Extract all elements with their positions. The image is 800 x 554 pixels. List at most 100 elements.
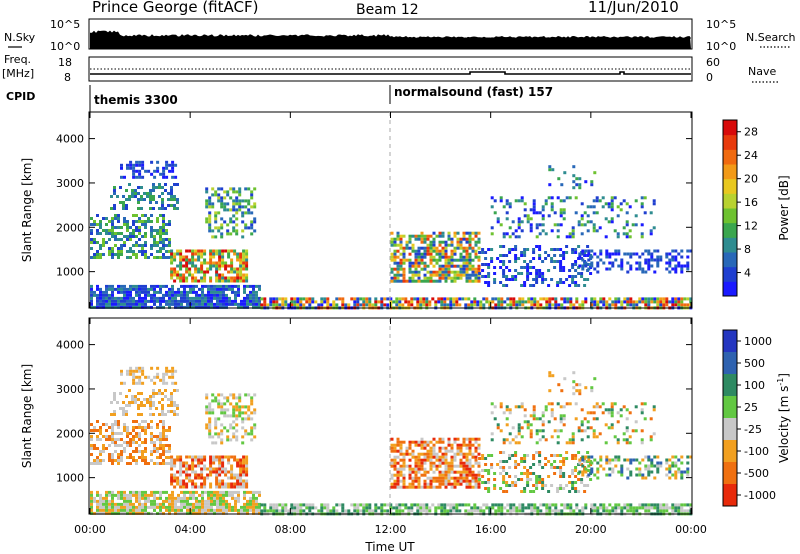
velocity-cell: [499, 472, 503, 475]
velocity-cell: [629, 461, 633, 465]
velocity-cell: [167, 398, 170, 401]
power-cell: [141, 220, 144, 223]
power-cell: [470, 300, 474, 304]
power-cell: [156, 299, 159, 303]
power-cell: [596, 264, 600, 268]
power-cell: [596, 303, 600, 307]
power-cell: [105, 217, 108, 220]
velocity-cell: [523, 408, 527, 412]
velocity-cell: [435, 485, 439, 489]
velocity-cell: [195, 499, 198, 503]
velocity-cell: [477, 482, 481, 486]
velocity-cell: [227, 476, 231, 480]
power-cell: [643, 211, 647, 215]
velocity-cell: [435, 479, 439, 483]
velocity-cell: [176, 389, 179, 392]
power-cell: [590, 180, 594, 184]
power-cell: [174, 175, 178, 179]
power-cell: [293, 300, 297, 304]
power-cell: [176, 252, 180, 256]
power-cell: [610, 205, 614, 209]
power-cell: [213, 305, 216, 309]
power-cell: [396, 261, 400, 265]
velocity-cell: [108, 505, 111, 509]
power-cell: [179, 255, 183, 259]
power-cell: [453, 279, 457, 283]
velocity-cell: [395, 506, 399, 510]
power-cell: [653, 270, 657, 274]
velocity-colorbar-band: [723, 462, 737, 485]
power-cell: [208, 202, 212, 206]
velocity-cell: [455, 503, 459, 507]
power-cell: [329, 303, 333, 307]
velocity-cell: [479, 509, 483, 513]
velocity-cell: [414, 479, 418, 483]
power-cell: [447, 231, 451, 235]
power-cell: [641, 267, 645, 271]
velocity-cell: [512, 506, 516, 510]
power-cell: [144, 214, 147, 217]
y-tick-label: 4000: [56, 133, 84, 146]
velocity-cell: [240, 511, 243, 515]
velocity-cell: [220, 405, 224, 409]
power-cell: [499, 196, 503, 200]
velocity-cell: [165, 508, 168, 512]
velocity-cell: [201, 511, 204, 515]
velocity-cell: [441, 470, 445, 474]
power-cell: [216, 296, 219, 300]
velocity-cell: [479, 506, 483, 510]
power-cell: [192, 284, 195, 288]
velocity-cell: [135, 459, 138, 462]
velocity-cell: [208, 432, 212, 436]
power-cell: [162, 238, 165, 241]
velocity-cell: [105, 493, 108, 497]
velocity-cell: [162, 432, 165, 435]
velocity-cell: [520, 457, 524, 460]
power-cell: [215, 252, 219, 256]
power-cell: [173, 204, 176, 207]
power-cell: [246, 296, 249, 300]
power-cell: [299, 300, 303, 304]
velocity-cell: [595, 435, 599, 439]
velocity-cell: [159, 447, 162, 450]
power-cell: [252, 290, 255, 294]
velocity-cell: [556, 490, 560, 493]
velocity-cell: [132, 441, 135, 444]
velocity-cell: [432, 479, 436, 483]
power-cell: [180, 296, 183, 300]
velocity-cell: [620, 506, 624, 510]
velocity-cell: [482, 503, 486, 507]
velocity-cell: [680, 509, 684, 513]
velocity-cell: [477, 452, 481, 456]
power-cell: [308, 300, 312, 304]
power-cell: [129, 296, 132, 300]
power-cell: [216, 284, 219, 288]
velocity-cell: [108, 444, 111, 447]
power-cell: [656, 297, 660, 301]
velocity-cell: [419, 506, 423, 510]
power-cell: [93, 220, 96, 223]
velocity-cell: [468, 437, 472, 441]
velocity-cell: [462, 467, 466, 471]
power-cell: [438, 243, 442, 247]
power-cell: [420, 252, 424, 256]
power-cell: [593, 267, 597, 271]
power-cell: [236, 255, 240, 259]
power-cell: [474, 270, 478, 274]
power-cell: [110, 207, 113, 210]
power-cell: [150, 284, 153, 288]
velocity-cell: [417, 455, 421, 459]
power-cell: [218, 279, 222, 283]
power-cell: [252, 302, 255, 306]
power-cell: [156, 229, 159, 232]
velocity-cell: [111, 453, 114, 456]
velocity-cell: [176, 476, 180, 480]
velocity-cell: [173, 461, 177, 465]
power-cell: [435, 270, 439, 274]
power-cell: [150, 226, 153, 229]
power-cell: [90, 296, 93, 300]
power-cell: [93, 223, 96, 226]
velocity-cell: [221, 482, 225, 486]
power-cell: [499, 266, 503, 269]
velocity-cell: [108, 453, 111, 456]
